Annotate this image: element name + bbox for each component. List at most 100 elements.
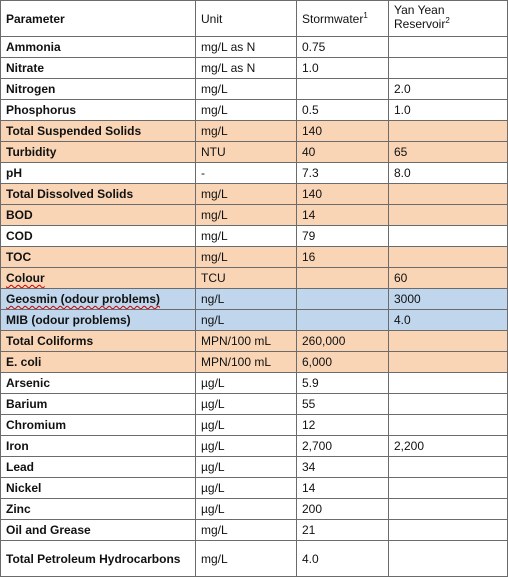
stormwater-cell: 16 xyxy=(296,246,389,268)
unit-cell: µg/L xyxy=(195,435,297,457)
unit-cell: mg/L as N xyxy=(195,57,297,79)
stormwater-cell: 34 xyxy=(296,456,389,478)
table-row: Chromium µg/L 12 xyxy=(0,414,508,436)
unit-cell: mg/L xyxy=(195,99,297,121)
table-row: Nitrogen mg/L 2.0 xyxy=(0,78,508,100)
unit-cell: mg/L xyxy=(195,519,297,541)
yanyean-cell xyxy=(388,36,508,58)
table-row: Nickel µg/L 14 xyxy=(0,477,508,499)
table-row: COD mg/L 79 xyxy=(0,225,508,247)
table-row: Barium µg/L 55 xyxy=(0,393,508,415)
stormwater-cell: 6,000 xyxy=(296,351,389,373)
unit-cell: µg/L xyxy=(195,498,297,520)
stormwater-cell: 21 xyxy=(296,519,389,541)
stormwater-cell: 1.0 xyxy=(296,57,389,79)
table-row: Lead µg/L 34 xyxy=(0,456,508,478)
table-row: Ammonia mg/L as N 0.75 xyxy=(0,36,508,58)
table-row: Turbidity NTU 40 65 xyxy=(0,141,508,163)
stormwater-cell: 200 xyxy=(296,498,389,520)
stormwater-cell: 7.3 xyxy=(296,162,389,184)
yanyean-cell: 8.0 xyxy=(388,162,508,184)
unit-cell: - xyxy=(195,162,297,184)
parameter-cell: Lead xyxy=(0,456,196,478)
table-row: Total Petroleum Hydrocarbons mg/L 4.0 xyxy=(0,540,508,577)
unit-cell: mg/L xyxy=(195,225,297,247)
parameter-cell: Total Suspended Solids xyxy=(0,120,196,142)
yanyean-cell: 3000 xyxy=(388,288,508,310)
parameter-cell: Zinc xyxy=(0,498,196,520)
parameter-cell: Oil and Grease xyxy=(0,519,196,541)
yanyean-cell: 60 xyxy=(388,267,508,289)
parameter-cell: Phosphorus xyxy=(0,99,196,121)
parameter-cell: COD xyxy=(0,225,196,247)
yanyean-cell xyxy=(388,351,508,373)
parameter-cell: Total Dissolved Solids xyxy=(0,183,196,205)
unit-cell: NTU xyxy=(195,141,297,163)
parameter-cell: Colour xyxy=(0,267,196,289)
table-row: Zinc µg/L 200 xyxy=(0,498,508,520)
stormwater-cell: 2,700 xyxy=(296,435,389,457)
unit-cell: mg/L xyxy=(195,246,297,268)
table-row: pH - 7.3 8.0 xyxy=(0,162,508,184)
yanyean-cell xyxy=(388,57,508,79)
table-row: Phosphorus mg/L 0.5 1.0 xyxy=(0,99,508,121)
parameter-cell: Total Petroleum Hydrocarbons xyxy=(0,540,196,577)
yanyean-cell xyxy=(388,330,508,352)
stormwater-cell xyxy=(296,288,389,310)
parameter-cell: Chromium xyxy=(0,414,196,436)
stormwater-cell: 55 xyxy=(296,393,389,415)
stormwater-cell xyxy=(296,78,389,100)
unit-cell: ng/L xyxy=(195,288,297,310)
unit-cell: mg/L as N xyxy=(195,36,297,58)
parameter-cell: MIB (odour problems) xyxy=(0,309,196,331)
table-row: Nitrate mg/L as N 1.0 xyxy=(0,57,508,79)
yanyean-cell: 1.0 xyxy=(388,99,508,121)
table-row: E. coli MPN/100 mL 6,000 xyxy=(0,351,508,373)
yanyean-cell xyxy=(388,246,508,268)
parameter-cell: Iron xyxy=(0,435,196,457)
yanyean-cell xyxy=(388,477,508,499)
table-row: Total Suspended Solids mg/L 140 xyxy=(0,120,508,142)
stormwater-cell: 140 xyxy=(296,183,389,205)
unit-cell: mg/L xyxy=(195,204,297,226)
parameter-cell: Geosmin (odour problems) xyxy=(0,288,196,310)
header-unit: Unit xyxy=(195,0,297,37)
parameter-cell: Total Coliforms xyxy=(0,330,196,352)
stormwater-cell xyxy=(296,309,389,331)
parameter-cell: Nitrogen xyxy=(0,78,196,100)
parameter-cell: Nitrate xyxy=(0,57,196,79)
stormwater-cell: 260,000 xyxy=(296,330,389,352)
table-row: Geosmin (odour problems) ng/L 3000 xyxy=(0,288,508,310)
table-row: MIB (odour problems) ng/L 4.0 xyxy=(0,309,508,331)
yanyean-cell: 65 xyxy=(388,141,508,163)
unit-cell: mg/L xyxy=(195,78,297,100)
yanyean-cell xyxy=(388,393,508,415)
parameter-cell: pH xyxy=(0,162,196,184)
yanyean-cell: 4.0 xyxy=(388,309,508,331)
table-row: Colour TCU 60 xyxy=(0,267,508,289)
parameter-cell: Nickel xyxy=(0,477,196,499)
unit-cell: TCU xyxy=(195,267,297,289)
yanyean-cell xyxy=(388,372,508,394)
table-row: Total Coliforms MPN/100 mL 260,000 xyxy=(0,330,508,352)
table-row: Total Dissolved Solids mg/L 140 xyxy=(0,183,508,205)
stormwater-cell: 0.5 xyxy=(296,99,389,121)
table-row: Arsenic µg/L 5.9 xyxy=(0,372,508,394)
table-row: Oil and Grease mg/L 21 xyxy=(0,519,508,541)
unit-cell: µg/L xyxy=(195,414,297,436)
header-parameter: Parameter xyxy=(0,0,196,37)
stormwater-cell: 40 xyxy=(296,141,389,163)
header-yan-yean: Yan Yean Reservoir2 xyxy=(388,0,508,37)
stormwater-cell: 0.75 xyxy=(296,36,389,58)
table-row: TOC mg/L 16 xyxy=(0,246,508,268)
yanyean-cell: 2,200 xyxy=(388,435,508,457)
yanyean-cell: 2.0 xyxy=(388,78,508,100)
parameter-cell: Ammonia xyxy=(0,36,196,58)
yanyean-cell xyxy=(388,120,508,142)
yanyean-cell xyxy=(388,540,508,577)
unit-cell: MPN/100 mL xyxy=(195,351,297,373)
yanyean-cell xyxy=(388,225,508,247)
yanyean-cell xyxy=(388,498,508,520)
header-row: Parameter Unit Stormwater1 Yan Yean Rese… xyxy=(0,0,508,37)
